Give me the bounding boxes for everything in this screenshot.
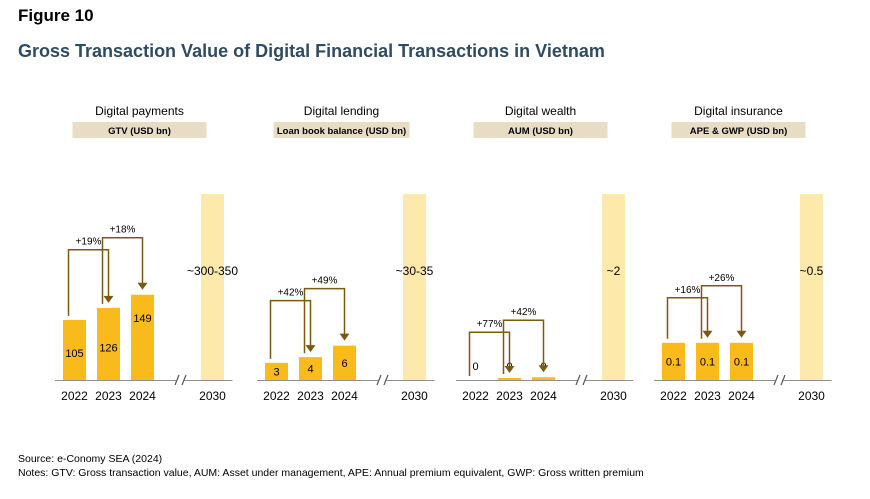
growth-arrow-head <box>504 366 515 373</box>
axis-break-mark <box>383 374 389 386</box>
bar-value-label: 4 <box>307 364 313 376</box>
x-tick-label: 2023 <box>95 389 122 403</box>
x-tick-label: 2030 <box>199 389 226 403</box>
bar <box>532 377 555 380</box>
panel-title: Digital payments <box>95 104 184 118</box>
x-tick-label: 2024 <box>728 389 755 403</box>
growth-arrow-head <box>137 282 148 290</box>
growth-label: +18% <box>110 225 136 236</box>
growth-arrow <box>269 299 312 359</box>
growth-label: +42% <box>278 288 304 299</box>
bar <box>131 294 154 380</box>
bar-value-label: 126 <box>99 343 117 355</box>
unit-label: AUM (USD bn) <box>508 126 573 137</box>
projection-bar <box>201 194 224 380</box>
projection-bar <box>602 194 625 380</box>
growth-arrow-head <box>538 365 549 373</box>
axis-break-mark <box>181 374 187 386</box>
unit-label: GTV (USD bn) <box>108 126 171 137</box>
projection-bar <box>800 194 823 380</box>
bar <box>299 357 322 380</box>
growth-label: +49% <box>312 276 338 287</box>
bar-value-label: 149 <box>133 313 151 325</box>
bar-value-label: 105 <box>65 348 83 360</box>
bar <box>696 342 719 380</box>
charts-area: Digital payments GTV (USD bn) ~300-350 105 1… <box>55 104 832 403</box>
panel-title: Digital wealth <box>505 104 576 118</box>
bar-value-label: 0 <box>472 361 478 373</box>
growth-arrow <box>303 287 346 354</box>
x-tick-label: 2023 <box>297 389 324 403</box>
panel-title: Digital insurance <box>694 104 783 118</box>
bar-value-label: 6 <box>341 358 347 370</box>
growth-arrow-head <box>736 330 747 338</box>
axis-break-mark <box>773 374 779 386</box>
bar-value-label: 0.1 <box>666 356 681 368</box>
axis-break-mark <box>174 374 180 386</box>
x-tick-label: 2023 <box>496 389 523 403</box>
axis-break-gap <box>176 374 184 386</box>
growth-label: +16% <box>675 285 701 296</box>
x-tick-label: 2030 <box>798 389 825 403</box>
bar <box>63 319 86 380</box>
growth-label: +42% <box>511 307 537 318</box>
axis-break-gap <box>775 374 783 386</box>
unit-box <box>72 122 207 138</box>
projection-value-label: ~0.5 <box>800 264 824 278</box>
unit-box <box>473 122 608 138</box>
projection-value-label: ~2 <box>607 264 621 278</box>
x-tick-label: 2030 <box>600 389 627 403</box>
growth-label: +26% <box>709 273 735 284</box>
source-note: Source: e-Conomy SEA (2024) <box>18 453 163 465</box>
x-tick-label: 2030 <box>401 389 428 403</box>
x-tick-label: 2022 <box>61 389 88 403</box>
projection-value-label: ~300-350 <box>187 264 238 278</box>
unit-label: APE & GWP (USD bn) <box>690 126 787 137</box>
growth-arrow <box>666 297 709 339</box>
growth-arrow-head <box>305 345 316 353</box>
panel-title: Digital lending <box>304 104 379 118</box>
x-tick-label: 2023 <box>694 389 721 403</box>
unit-box <box>273 122 410 138</box>
growth-arrow <box>502 319 545 374</box>
bar <box>333 345 356 380</box>
bar <box>265 362 288 380</box>
growth-arrow <box>67 248 110 316</box>
unit-label: Loan book balance (USD bn) <box>277 126 406 137</box>
figure-label: Figure 10 <box>18 6 94 25</box>
bar-value-label: 0.1 <box>734 356 749 368</box>
bar <box>730 342 753 380</box>
axis-break-mark <box>780 374 786 386</box>
bar <box>662 342 685 380</box>
notes-text: Notes: GTV: Gross transaction value, AUM… <box>18 467 644 479</box>
growth-arrow-head <box>339 333 350 341</box>
x-tick-label: 2022 <box>263 389 290 403</box>
x-tick-label: 2022 <box>462 389 489 403</box>
x-tick-label: 2024 <box>331 389 358 403</box>
bar <box>498 378 521 380</box>
bar-value-label: 0.1 <box>700 356 715 368</box>
growth-arrow <box>468 331 511 376</box>
growth-arrow <box>700 285 743 339</box>
x-tick-label: 2024 <box>530 389 557 403</box>
x-tick-label: 2022 <box>660 389 687 403</box>
growth-label: +77% <box>477 319 503 330</box>
axis-break-gap <box>577 374 585 386</box>
projection-bar <box>403 194 426 380</box>
projection-value-label: ~30-35 <box>396 264 434 278</box>
axis-break-mark <box>582 374 588 386</box>
growth-arrow-head <box>702 330 713 338</box>
axis-break-mark <box>376 374 382 386</box>
x-tick-label: 2024 <box>129 389 156 403</box>
growth-arrow-head <box>103 295 114 303</box>
growth-label: +19% <box>76 237 102 248</box>
page-title: Gross Transaction Value of Digital Finan… <box>18 41 605 61</box>
growth-arrow <box>101 236 144 304</box>
unit-box <box>671 122 806 138</box>
axis-break-gap <box>378 374 386 386</box>
bar <box>97 307 120 380</box>
axis-break-mark <box>575 374 581 386</box>
bar-value-label: 3 <box>273 366 279 378</box>
